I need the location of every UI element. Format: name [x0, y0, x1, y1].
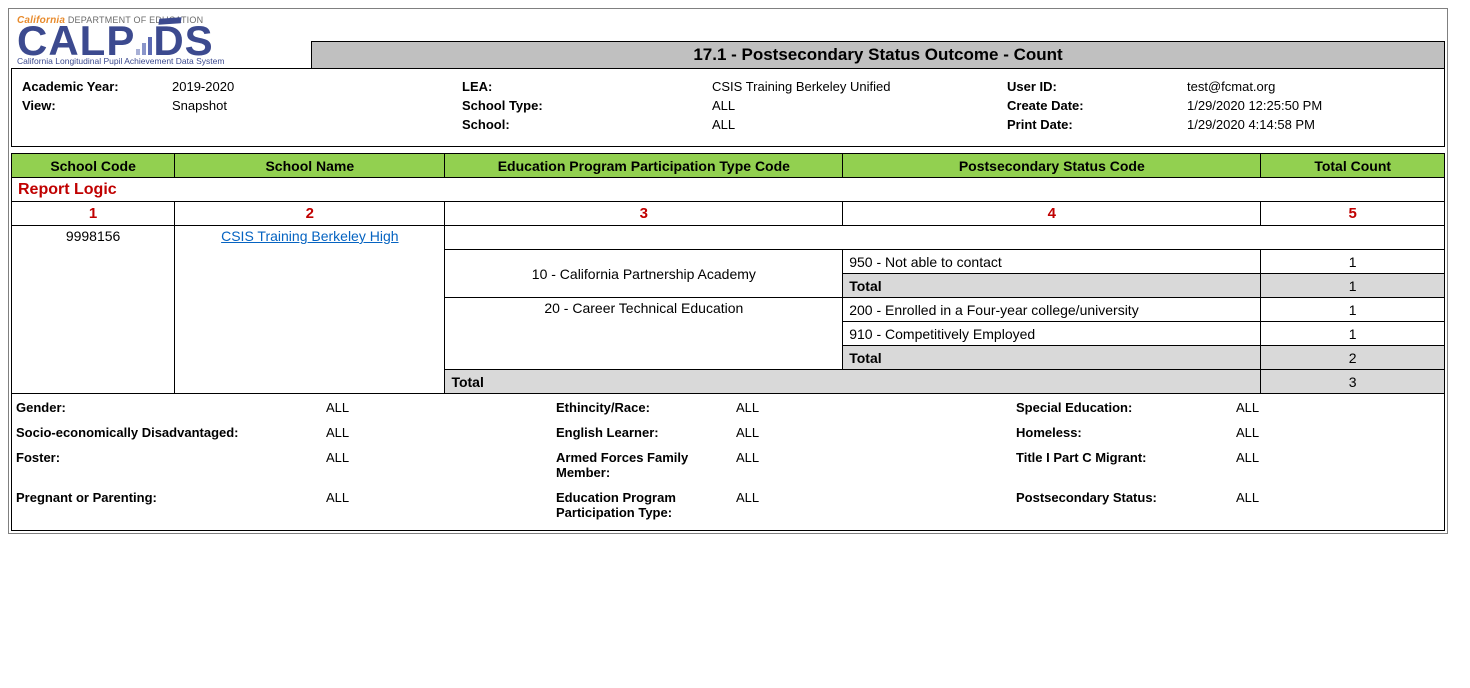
sed-label: Socio-economically Disadvantaged:: [16, 425, 326, 440]
grand-total-label: Total: [445, 370, 1261, 394]
col-school-name: School Name: [175, 154, 445, 178]
col-school-code: School Code: [12, 154, 175, 178]
meta-col-1: Academic Year: 2019-2020 View: Snapshot: [12, 69, 452, 146]
pregnant-value: ALL: [326, 490, 446, 505]
column-number-row: 1 2 3 4 5: [12, 202, 1445, 226]
top-row: California DEPARTMENT OF EDUCATION CALPD…: [11, 11, 1445, 68]
ps-filter-label: Postsecondary Status:: [1016, 490, 1236, 505]
pregnant-label: Pregnant or Parenting:: [16, 490, 326, 505]
migrant-value: ALL: [1236, 450, 1316, 465]
homeless-value: ALL: [1236, 425, 1316, 440]
el-label: English Learner:: [556, 425, 736, 440]
eppt-label: Education Program Participation Type:: [556, 490, 736, 520]
el-value: ALL: [736, 425, 876, 440]
school-value: ALL: [712, 117, 735, 132]
school-name-cell: CSIS Training Berkeley High: [175, 226, 445, 394]
logo-left: CALP: [17, 22, 135, 60]
lea-label: LEA:: [462, 79, 612, 94]
count-950-cell: 1: [1261, 250, 1445, 274]
migrant-label: Title I Part C Migrant:: [1016, 450, 1236, 465]
user-id-label: User ID:: [1007, 79, 1187, 94]
lea-value: CSIS Training Berkeley Unified: [712, 79, 890, 94]
eppt-value: ALL: [736, 490, 876, 505]
logo-main-text: CALP DS: [17, 22, 305, 60]
armed-forces-value: ALL: [736, 450, 876, 465]
create-date-value: 1/29/2020 12:25:50 PM: [1187, 98, 1322, 113]
foster-label: Foster:: [16, 450, 326, 465]
count-200-cell: 1: [1261, 298, 1445, 322]
colnum-5: 5: [1261, 202, 1445, 226]
school-row: 9998156 CSIS Training Berkeley High: [12, 226, 1445, 250]
meta-col-3: User ID: test@fcmat.org Create Date: 1/2…: [997, 69, 1444, 146]
ethnicity-value: ALL: [736, 400, 876, 415]
academic-year-label: Academic Year:: [22, 79, 172, 94]
gender-label: Gender:: [16, 400, 326, 415]
foster-value: ALL: [326, 450, 446, 465]
filters-grid: Gender: ALL Ethincity/Race: ALL Special …: [16, 400, 1440, 520]
colnum-3: 3: [445, 202, 843, 226]
sped-label: Special Education:: [1016, 400, 1236, 415]
ps-910-cell: 910 - Competitively Employed: [843, 322, 1261, 346]
colnum-4: 4: [843, 202, 1261, 226]
colnum-1: 1: [12, 202, 175, 226]
gender-value: ALL: [326, 400, 446, 415]
ep-20-cell: 20 - Career Technical Education: [445, 298, 843, 370]
report-title: 17.1 - Postsecondary Status Outcome - Co…: [311, 41, 1445, 68]
sped-value: ALL: [1236, 400, 1316, 415]
ps-200-cell: 200 - Enrolled in a Four-year college/un…: [843, 298, 1261, 322]
report-logic-row: Report Logic: [12, 178, 1445, 202]
blank-span: [445, 226, 1445, 250]
count-910-cell: 1: [1261, 322, 1445, 346]
filters-panel: Gender: ALL Ethincity/Race: ALL Special …: [11, 394, 1445, 531]
subtotal-20-label: Total: [843, 346, 1261, 370]
ep-10-cell: 10 - California Partnership Academy: [445, 250, 843, 298]
school-label: School:: [462, 117, 612, 132]
meta-col-2: LEA: CSIS Training Berkeley Unified Scho…: [452, 69, 997, 146]
col-total-count: Total Count: [1261, 154, 1445, 178]
school-name-link[interactable]: CSIS Training Berkeley High: [181, 228, 438, 244]
report-table: School Code School Name Education Progra…: [11, 153, 1445, 394]
school-code-cell: 9998156: [12, 226, 175, 394]
print-date-value: 1/29/2020 4:14:58 PM: [1187, 117, 1315, 132]
print-date-label: Print Date:: [1007, 117, 1187, 132]
school-type-label: School Type:: [462, 98, 612, 113]
subtotal-10-label: Total: [843, 274, 1261, 298]
ps-filter-value: ALL: [1236, 490, 1316, 505]
homeless-label: Homeless:: [1016, 425, 1236, 440]
report-logic-label: Report Logic: [12, 178, 1445, 202]
ps-950-cell: 950 - Not able to contact: [843, 250, 1261, 274]
report-container: California DEPARTMENT OF EDUCATION CALPD…: [8, 8, 1448, 534]
academic-year-value: 2019-2020: [172, 79, 234, 94]
subtotal-10-value: 1: [1261, 274, 1445, 298]
armed-forces-label: Armed Forces Family Member:: [556, 450, 736, 480]
subtotal-20-value: 2: [1261, 346, 1445, 370]
calpads-logo: California DEPARTMENT OF EDUCATION CALPD…: [11, 11, 311, 68]
table-header-row: School Code School Name Education Progra…: [12, 154, 1445, 178]
view-label: View:: [22, 98, 172, 113]
create-date-label: Create Date:: [1007, 98, 1187, 113]
grand-total-value: 3: [1261, 370, 1445, 394]
user-id-value: test@fcmat.org: [1187, 79, 1275, 94]
report-meta: Academic Year: 2019-2020 View: Snapshot …: [11, 68, 1445, 147]
ethnicity-label: Ethincity/Race:: [556, 400, 736, 415]
colnum-2: 2: [175, 202, 445, 226]
col-ps-code: Postsecondary Status Code: [843, 154, 1261, 178]
sed-value: ALL: [326, 425, 446, 440]
grad-cap-icon: DS: [153, 22, 213, 60]
col-ep-code: Education Program Participation Type Cod…: [445, 154, 843, 178]
school-type-value: ALL: [712, 98, 735, 113]
view-value: Snapshot: [172, 98, 227, 113]
